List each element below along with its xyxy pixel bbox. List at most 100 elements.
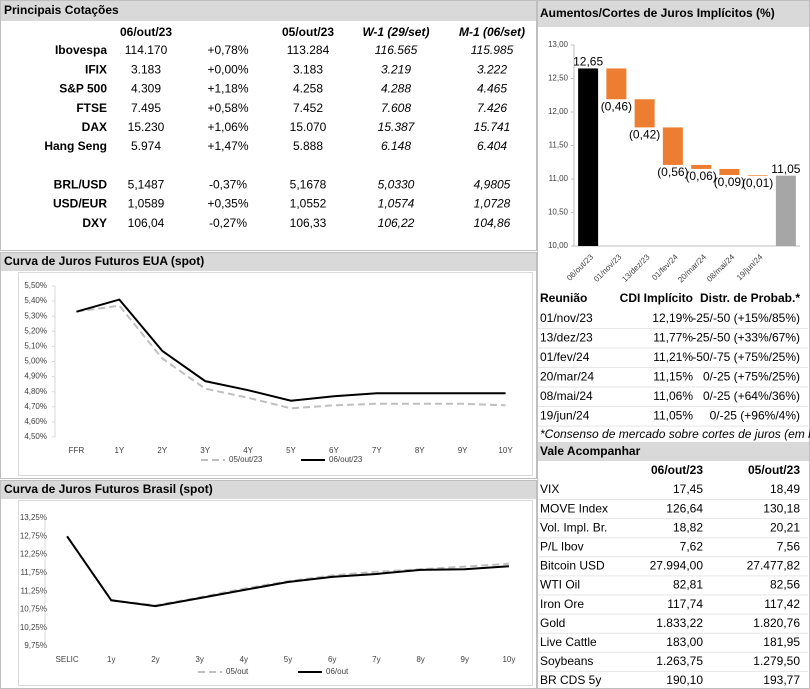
y-tick-label: 12,00: [548, 107, 569, 116]
cell-value: 15.741: [474, 120, 511, 134]
cell-value: 7.452: [293, 101, 323, 115]
y-tick-label: 4,50%: [24, 432, 47, 441]
cell-value: 4.288: [381, 82, 411, 96]
section-header: [537, 0, 810, 27]
x-tick-label: 1Y: [114, 446, 124, 455]
table-cell: 0/-25 (+64%/36%): [703, 389, 800, 403]
data-label: (0,09): [714, 175, 745, 189]
y-tick-label: 11,00: [549, 174, 569, 183]
x-tick-label: 10y: [502, 655, 515, 664]
table-cell: 08/mai/24: [540, 389, 593, 403]
data-label: (0,01): [742, 176, 773, 190]
y-tick-label: 5,10%: [24, 342, 47, 351]
x-tick-label: 2Y: [157, 446, 167, 455]
cell-value: 183,00: [666, 635, 703, 649]
row-label: Vol. Impl. Br.: [540, 520, 607, 534]
frame: [0, 0, 537, 251]
row-label: VIX: [540, 482, 559, 496]
cell-value: 106,04: [128, 216, 165, 230]
cell-change: +0,78%: [207, 43, 248, 57]
section-title: Principais Cotações: [4, 3, 119, 17]
bar: [747, 174, 768, 176]
cell-value: 17,45: [673, 482, 703, 496]
bar: [634, 99, 655, 128]
table-cell: 0/-25 (+75%/25%): [703, 370, 800, 384]
x-tick-label: SELIC: [56, 655, 79, 664]
cell-value: 4.258: [293, 82, 323, 96]
cell-value: 126,64: [666, 501, 703, 515]
x-tick-label: 5Y: [286, 446, 296, 455]
cell-change: +0,35%: [207, 197, 248, 211]
row-label: USD/EUR: [53, 197, 107, 211]
row-label: WTI Oil: [540, 578, 580, 592]
plot-frame: [18, 500, 533, 686]
cell-value: 117,42: [764, 597, 800, 611]
section-title: Curva de Juros Futuros Brasil (spot): [4, 482, 213, 496]
row-label: Soybeans: [540, 654, 593, 668]
cell-change: -0,27%: [209, 216, 247, 230]
row-label: BR CDS 5y: [540, 673, 601, 687]
legend-label: 06/out/23: [329, 455, 363, 464]
column-header: W-1 (29/set): [363, 25, 430, 39]
cell-change: +0,00%: [207, 62, 248, 76]
table-cell: 11,05%: [653, 409, 693, 423]
cell-value: 5,1678: [290, 177, 327, 191]
footnote: *Consenso de mercado sobre cortes de jur…: [540, 427, 810, 441]
x-tick-label: 1y: [107, 655, 115, 664]
cell-value: 104,86: [474, 216, 511, 230]
legend-label: 05/out: [226, 667, 249, 676]
cell-value: 190,10: [666, 673, 703, 687]
cell-value: 18,82: [673, 520, 703, 534]
x-tick-label: 6y: [328, 655, 336, 664]
cell-value: 106,33: [290, 216, 327, 230]
x-tick-label: 3Y: [200, 446, 210, 455]
row-label: FTSE: [76, 101, 107, 115]
y-tick-label: 9,75%: [24, 641, 47, 650]
cell-value: 114.170: [125, 43, 168, 57]
row-label: IFIX: [85, 62, 107, 76]
cell-value: 1,0552: [290, 197, 327, 211]
y-tick-label: 11,75%: [20, 568, 47, 577]
cell-value: 117,74: [667, 597, 703, 611]
row-label: DAX: [82, 120, 107, 134]
bar: [578, 68, 599, 246]
cell-change: +1,18%: [207, 82, 248, 96]
column-header: Reunião: [540, 291, 587, 305]
row-label: Iron Ore: [540, 597, 584, 611]
bar: [606, 68, 627, 100]
cell-value: 4,9805: [474, 177, 511, 191]
cell-value: 106,22: [378, 216, 415, 230]
cell-change: +1,06%: [207, 120, 248, 134]
y-tick-label: 11,25%: [20, 586, 47, 595]
cell-value: 5,0330: [378, 177, 415, 191]
cell-value: 4.309: [131, 82, 161, 96]
table-cell: 01/nov/23: [540, 311, 593, 325]
bar: [719, 168, 740, 175]
x-tick-label: 4Y: [243, 446, 253, 455]
cell-value: 20,21: [770, 520, 800, 534]
section-header: [537, 442, 810, 461]
column-header: 05/out/23: [282, 25, 334, 39]
cell-value: 27.477,82: [747, 559, 801, 573]
cell-value: 1,0728: [474, 197, 511, 211]
y-tick-label: 5,50%: [24, 281, 47, 290]
data-label: 12,65: [573, 55, 603, 69]
table-cell: 01/fev/24: [540, 350, 590, 364]
row-label: MOVE Index: [540, 501, 608, 515]
plot-frame: [18, 272, 533, 476]
column-header: M-1 (06/set): [459, 25, 525, 39]
table-cell: 13/dez/23: [540, 331, 593, 345]
section-header: [0, 480, 537, 499]
y-tick-label: 5,30%: [24, 311, 47, 320]
x-tick-label: 6Y: [329, 446, 339, 455]
table-cell: 11,21%: [653, 350, 693, 364]
x-tick-label: 7y: [372, 655, 380, 664]
x-tick-label: 5y: [284, 655, 292, 664]
legend-label: 05/out/23: [229, 455, 263, 464]
cell-value: 115.985: [471, 43, 514, 57]
data-label: 11,05: [771, 162, 800, 176]
cell-value: 116.565: [375, 43, 418, 57]
section-title: Curva de Juros Futuros EUA (spot): [4, 254, 204, 268]
cell-value: 181,95: [763, 635, 800, 649]
